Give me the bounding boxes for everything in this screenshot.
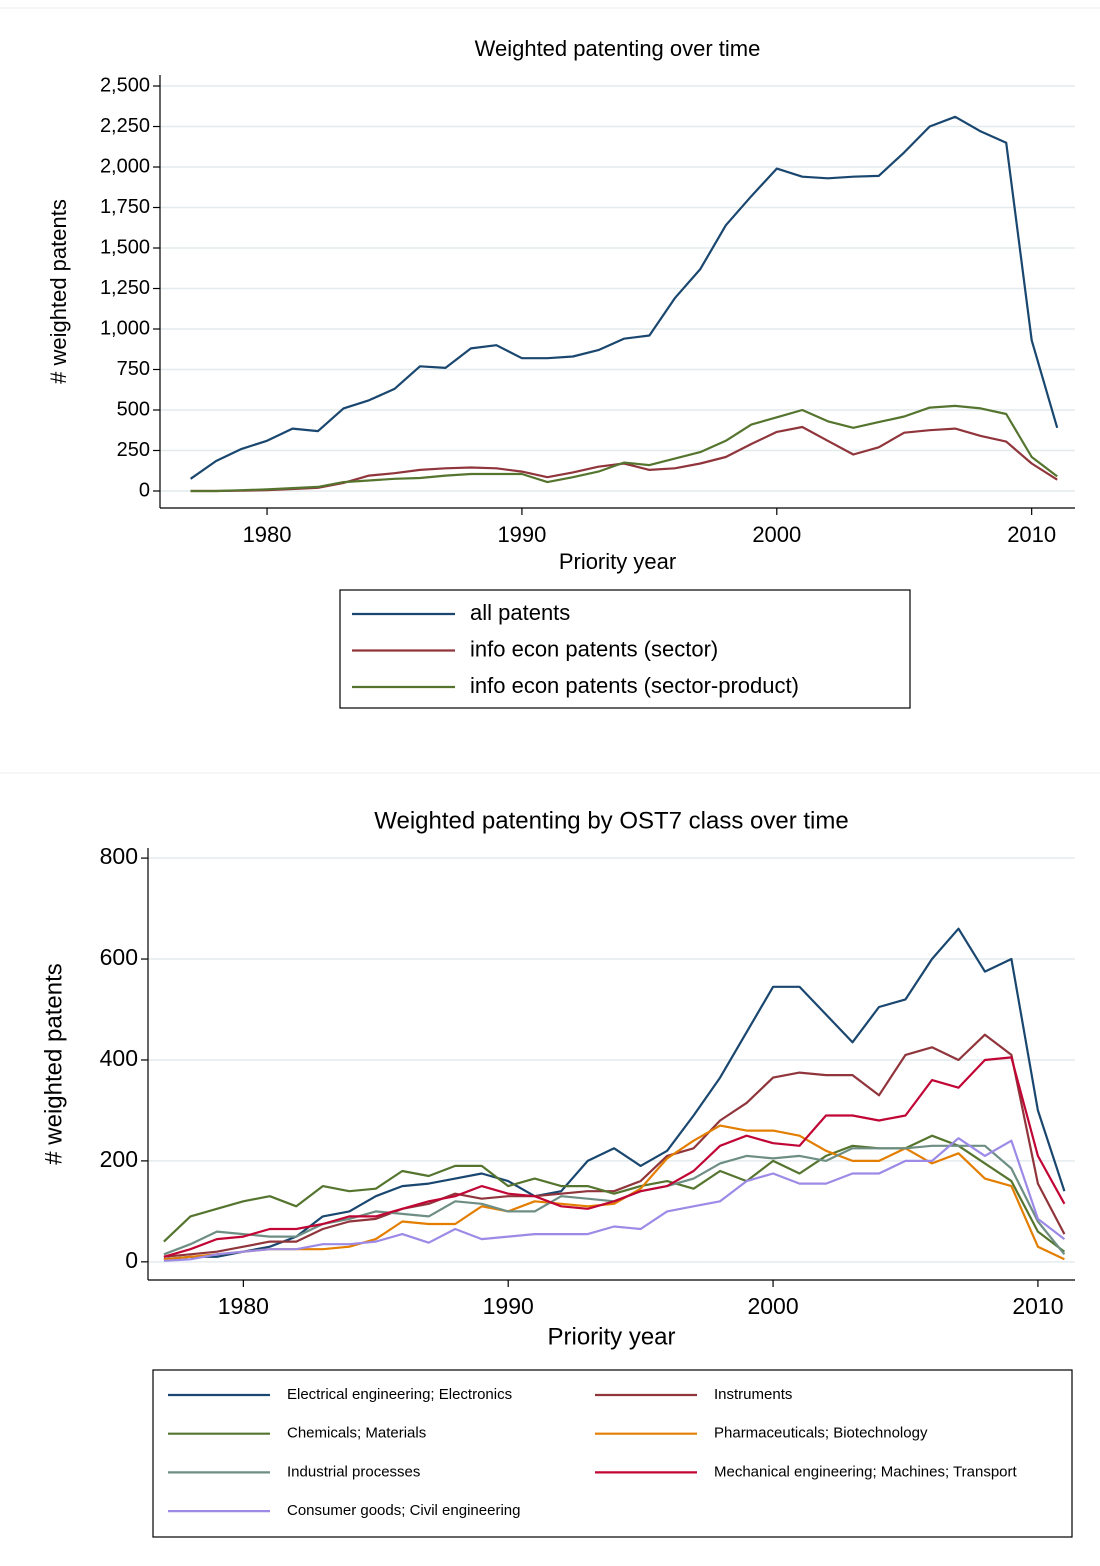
- series-line: [163, 1124, 1065, 1261]
- legend-label: info econ patents (sector-product): [470, 673, 799, 698]
- legend-label: Industrial processes: [287, 1463, 420, 1480]
- x-tick-label: 2000: [752, 522, 801, 547]
- series-line: [163, 1134, 1066, 1253]
- legend-label: Consumer goods; Civil engineering: [287, 1502, 520, 1519]
- legend-label: Instruments: [714, 1386, 792, 1403]
- series-line: [163, 1137, 1066, 1262]
- series-line: [190, 404, 1058, 493]
- x-tick-label: 2010: [1012, 1293, 1063, 1319]
- y-tick-label: 800: [100, 843, 138, 869]
- y-tick-label: 200: [100, 1146, 138, 1172]
- x-tick-label: 1980: [243, 522, 292, 547]
- legend-box: [339, 589, 911, 709]
- series-line: [163, 1033, 1066, 1258]
- chart-title: Weighted patenting by OST7 class over ti…: [374, 807, 848, 834]
- y-axis-label: # weighted patents: [40, 963, 67, 1164]
- legend-label: Electrical engineering; Electronics: [287, 1386, 512, 1403]
- chart-title: Weighted patenting over time: [475, 36, 761, 61]
- y-tick-label: 2,250: [100, 115, 150, 137]
- y-tick-label: 750: [117, 358, 150, 380]
- x-tick-label: 1990: [497, 522, 546, 547]
- x-axis-label: Priority year: [547, 1323, 675, 1350]
- y-tick-label: 1,500: [100, 236, 150, 258]
- series-line: [163, 927, 1066, 1261]
- y-tick-label: 400: [100, 1045, 138, 1071]
- series-line: [190, 425, 1058, 493]
- y-tick-label: 1,000: [100, 317, 150, 339]
- x-axis-label: Priority year: [559, 549, 676, 574]
- legend-label: Mechanical engineering; Machines; Transp…: [714, 1463, 1017, 1480]
- legend-label: Chemicals; Materials: [287, 1425, 426, 1442]
- y-tick-label: 2,500: [100, 74, 150, 96]
- y-axis-label: # weighted patents: [46, 199, 71, 384]
- legend-box: [152, 1369, 1073, 1538]
- y-tick-label: 2,000: [100, 155, 150, 177]
- y-tick-label: 0: [139, 479, 150, 501]
- y-tick-label: 600: [100, 944, 138, 970]
- legend-label: Pharmaceuticals; Biotechnology: [714, 1425, 928, 1442]
- y-tick-label: 0: [125, 1247, 138, 1273]
- x-tick-label: 1990: [483, 1293, 534, 1319]
- legend-label: all patents: [470, 600, 570, 625]
- legend-label: info econ patents (sector): [470, 636, 718, 661]
- series-line: [163, 1056, 1066, 1258]
- x-tick-label: 2000: [747, 1293, 798, 1319]
- x-tick-label: 2010: [1007, 522, 1056, 547]
- y-tick-label: 250: [117, 439, 150, 461]
- y-tick-label: 1,750: [100, 196, 150, 218]
- chart: Weighted patenting over time 0 250 500 750 1,…: [46, 36, 1075, 709]
- chart: Weighted patenting by OST7 class over ti…: [40, 807, 1075, 1538]
- x-tick-label: 1980: [218, 1293, 269, 1319]
- series-line: [189, 115, 1059, 480]
- y-tick-label: 1,250: [100, 277, 150, 299]
- y-tick-label: 500: [117, 398, 150, 420]
